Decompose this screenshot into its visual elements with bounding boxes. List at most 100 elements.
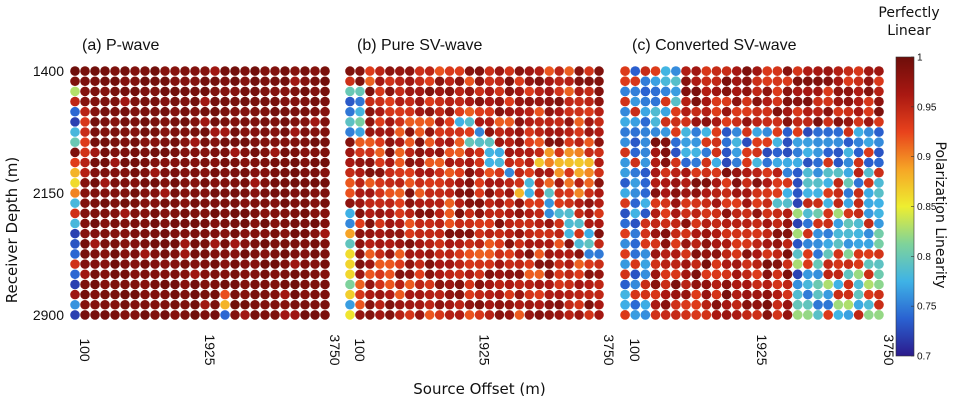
heatmap-cell [574,299,584,310]
heatmap-cell [424,218,435,229]
heatmap-cell [813,137,823,148]
heatmap-cell [280,269,290,280]
heatmap-cell [640,137,651,148]
heatmap-cell [681,66,691,76]
heatmap-cell [792,106,803,117]
heatmap-cell [620,177,630,188]
heatmap-cell [414,269,425,280]
heatmap-cell [300,117,310,127]
heatmap-cell [90,96,100,107]
heatmap-cell [813,249,823,259]
heatmap-cell [742,249,752,259]
heatmap-cell [355,117,365,127]
heatmap-cell [464,167,475,178]
heatmap-cell [762,299,773,310]
heatmap-cell [395,218,405,229]
heatmap-cell [544,259,554,269]
heatmap-cell [110,198,120,208]
heatmap-cell [524,259,535,269]
heatmap-cell [414,228,425,239]
heatmap-cell [464,76,475,87]
heatmap-cell [752,177,762,188]
heatmap-cell [170,157,180,168]
heatmap-cell [80,279,90,290]
heatmap-cell [802,269,813,280]
heatmap-cell [160,188,170,198]
heatmap-cell [434,137,445,147]
heatmap-cell [250,188,260,198]
heatmap-cell [444,299,455,310]
heatmap-cell [130,208,140,219]
heatmap-cell [120,310,130,320]
colorbar-title-line1: Perfectly [878,5,940,21]
heatmap-cell [474,239,485,249]
heatmap-cell [650,117,661,127]
heatmap-cell [280,137,290,147]
heatmap-cell [833,96,844,107]
heatmap-cell [620,238,630,249]
heatmap-cell [554,259,564,269]
heatmap-cell [524,178,535,188]
heatmap-cell [70,157,80,168]
heatmap-cell [170,167,180,178]
heatmap-cell [260,117,270,127]
heatmap-cell [290,218,300,229]
heatmap-cell [120,178,130,188]
x-tick-label: 100 [77,338,93,362]
heatmap-cell [320,66,330,76]
heatmap-cell [270,289,280,300]
heatmap-cell [863,106,874,117]
heatmap-cell [320,218,330,229]
heatmap-cell [414,299,425,310]
heatmap-cell [375,289,385,300]
heatmap-cell [170,76,180,87]
heatmap-cell [711,137,722,148]
heatmap-cell [691,228,702,239]
heatmap-cell [484,137,495,147]
heatmap-cell [853,76,864,87]
heatmap-cell [160,228,170,239]
colorbar-title: Perfectly Linear [860,4,958,40]
heatmap-cell [310,299,320,310]
heatmap-cell [395,269,405,280]
heatmap-cell [574,137,584,147]
heatmap-cell [434,96,445,107]
heatmap-cell [813,127,823,137]
heatmap-cell [731,289,742,300]
heatmap-cell [650,188,661,198]
heatmap-cell [554,96,564,107]
heatmap-cell [564,289,574,300]
heatmap-cell [802,106,813,117]
heatmap-cell [260,157,270,168]
heatmap-cell [670,137,681,148]
heatmap-cell [434,167,445,178]
heatmap-cell [454,269,465,280]
heatmap-cell [464,198,475,208]
heatmap-cell [484,147,495,158]
heatmap-cell [300,86,310,97]
heatmap-cell [210,310,220,320]
heatmap-cell [782,157,793,168]
heatmap-cell [280,249,290,259]
heatmap-cell [853,299,864,310]
heatmap-cell [170,269,180,280]
heatmap-cell [863,177,874,188]
heatmap-cell [833,127,844,137]
heatmap-cell [564,228,574,239]
heatmap-cell [650,289,661,300]
heatmap-cell [414,106,425,117]
x-tick-label: 3750 [601,334,617,365]
heatmap-cell [752,249,762,259]
heatmap-cell [320,310,330,320]
heatmap-cell [320,147,330,158]
heatmap-cell [375,188,385,198]
heatmap-cell [444,198,455,208]
heatmap-cell [190,76,200,87]
heatmap-cell [290,178,300,188]
heatmap-cell [404,157,415,168]
heatmap-cell [554,167,564,178]
heatmap-cell [110,259,120,269]
heatmap-cell [752,157,762,168]
heatmap-cell [220,208,230,219]
heatmap-cell [630,177,641,188]
